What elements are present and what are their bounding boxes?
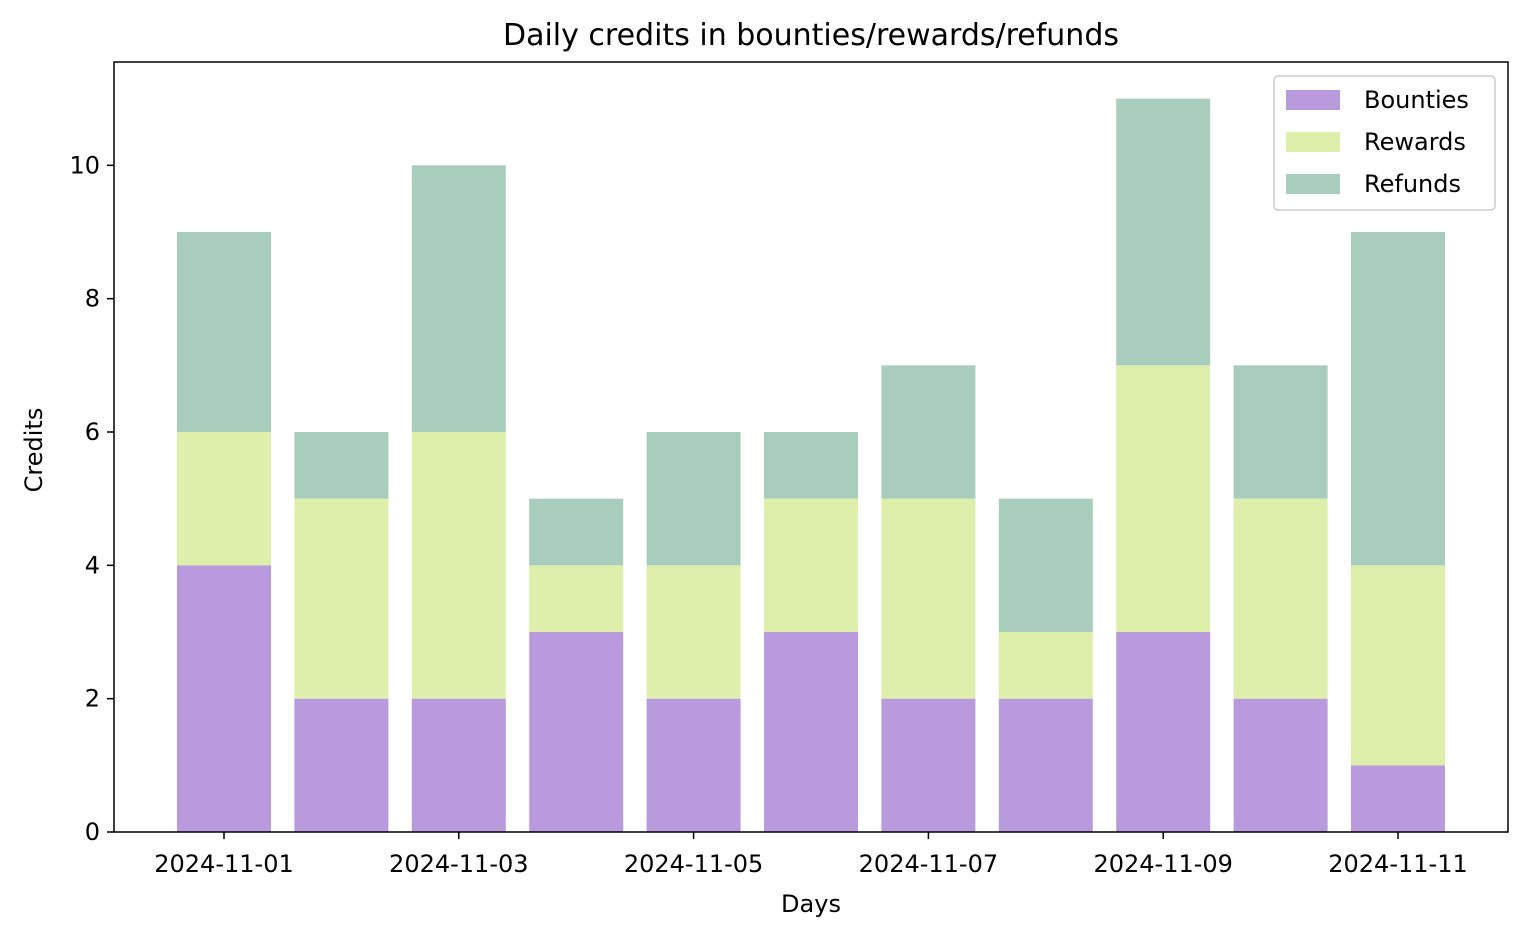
- bar-bounties-2024-11-08: [998, 698, 1093, 832]
- y-tick-label: 0: [85, 818, 100, 846]
- bar-bounties-2024-11-11: [1351, 765, 1445, 832]
- legend-label-bounties: Bounties: [1364, 86, 1469, 114]
- bar-refunds-2024-11-07: [881, 365, 976, 499]
- x-tick-label: 2024-11-09: [1093, 850, 1232, 878]
- bar-rewards-2024-11-04: [529, 565, 624, 632]
- y-axis: 0 2 4 6 8 10: [69, 151, 114, 846]
- legend-label-rewards: Rewards: [1364, 128, 1466, 156]
- x-tick-label: 2024-11-03: [389, 850, 528, 878]
- legend-swatch-rewards: [1286, 132, 1340, 152]
- chart-title: Daily credits in bounties/rewards/refund…: [503, 18, 1119, 53]
- legend-label-refunds: Refunds: [1364, 170, 1461, 198]
- bar-bounties-2024-11-10: [1233, 698, 1328, 832]
- y-tick-label: 10: [69, 151, 100, 179]
- bar-refunds-2024-11-03: [411, 165, 506, 433]
- bar-bounties-2024-11-06: [764, 632, 858, 832]
- bar-rewards-2024-11-05: [646, 565, 741, 699]
- bar-refunds-2024-11-10: [1233, 365, 1328, 499]
- legend-swatch-refunds: [1286, 174, 1340, 194]
- x-tick-label: 2024-11-11: [1328, 850, 1467, 878]
- plot-frame: [113, 61, 1509, 833]
- bar-rewards-2024-11-08: [998, 632, 1093, 699]
- bar-rewards-2024-11-11: [1351, 565, 1445, 766]
- bar-rewards-2024-11-10: [1233, 498, 1328, 699]
- bar-bounties-2024-11-05: [646, 698, 741, 832]
- bar-bounties-2024-11-04: [529, 632, 624, 832]
- x-tick-label: 2024-11-01: [154, 850, 293, 878]
- bar-bounties-2024-11-01: [177, 565, 271, 832]
- bar-bounties-2024-11-03: [411, 698, 506, 832]
- y-tick-label: 2: [85, 685, 100, 713]
- x-tick-label: 2024-11-07: [859, 850, 998, 878]
- bar-rewards-2024-11-07: [881, 498, 976, 699]
- legend-swatch-bounties: [1286, 90, 1340, 110]
- bar-rewards-2024-11-03: [411, 432, 506, 699]
- x-axis: 2024-11-01 2024-11-03 2024-11-05 2024-11-07…: [154, 832, 1468, 878]
- bar-refunds-2024-11-05: [646, 432, 741, 566]
- bar-refunds-2024-11-08: [998, 498, 1093, 632]
- bar-refunds-2024-11-09: [1116, 98, 1211, 366]
- bar-bounties-2024-11-09: [1116, 632, 1211, 832]
- bar-rewards-2024-11-02: [294, 498, 389, 699]
- bar-rewards-2024-11-01: [177, 432, 271, 566]
- bar-refunds-2024-11-01: [177, 232, 271, 432]
- bar-bounties-2024-11-07: [881, 698, 976, 832]
- bar-refunds-2024-11-04: [529, 498, 624, 566]
- bar-refunds-2024-11-06: [764, 432, 858, 499]
- bar-refunds-2024-11-11: [1351, 232, 1445, 566]
- y-tick-label: 8: [85, 285, 100, 313]
- bar-rewards-2024-11-09: [1116, 365, 1211, 632]
- bar-bounties-2024-11-02: [294, 698, 389, 832]
- bar-rewards-2024-11-06: [764, 498, 858, 632]
- y-tick-label: 6: [85, 418, 100, 446]
- bars-layer: [177, 98, 1445, 832]
- y-axis-label: Credits: [20, 408, 48, 493]
- legend: Bounties Rewards Refunds: [1273, 75, 1496, 211]
- x-tick-label: 2024-11-05: [624, 850, 763, 878]
- y-tick-label: 4: [85, 551, 100, 579]
- bar-refunds-2024-11-02: [294, 432, 389, 499]
- x-axis-label: Days: [781, 890, 841, 918]
